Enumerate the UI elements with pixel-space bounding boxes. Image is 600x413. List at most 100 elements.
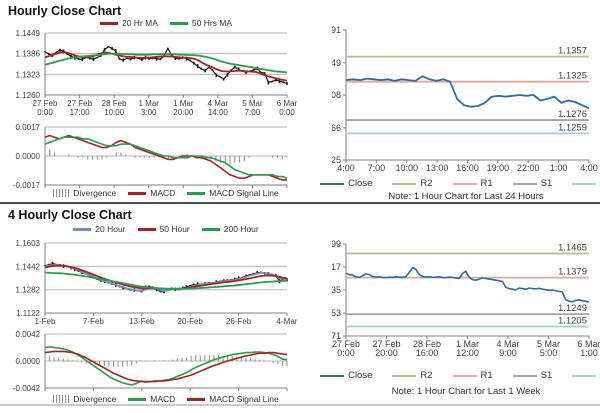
svg-text:27 Feb: 27 Feb xyxy=(33,99,58,108)
svg-text:19:00: 19:00 xyxy=(487,163,510,173)
svg-text:27 Feb: 27 Feb xyxy=(332,339,360,349)
line-swatch-icon xyxy=(512,182,537,185)
line-swatch-icon xyxy=(128,191,147,195)
svg-text:1.1349: 1.1349 xyxy=(332,58,341,68)
four-hourly-macd-legend: Divergence MACD MACD Signal Line xyxy=(45,394,287,404)
svg-text:1.1603: 1.1603 xyxy=(16,239,41,248)
svg-text:3:00: 3:00 xyxy=(141,108,157,117)
legend-label: MACD Signal Line xyxy=(209,394,279,404)
legend-label: MACD xyxy=(150,394,176,404)
line-swatch-icon xyxy=(73,227,92,231)
svg-text:1.1259: 1.1259 xyxy=(558,122,587,133)
legend-label: 20 Hr MA xyxy=(121,18,158,28)
svg-text:1 Mar: 1 Mar xyxy=(173,99,194,108)
week-chart-note: Note: 1 Hour Chart for Last 1 Week xyxy=(391,386,541,397)
legend-item: Divergence xyxy=(53,188,116,198)
svg-text:9:00: 9:00 xyxy=(499,348,517,358)
day-chart-note: Note: 1 Hour Chart for Last 24 Hours xyxy=(388,191,544,202)
svg-text:-0.0042: -0.0042 xyxy=(13,384,41,392)
line-swatch-icon xyxy=(320,374,345,377)
svg-text:1.1260: 1.1260 xyxy=(16,91,41,100)
svg-text:4:00: 4:00 xyxy=(337,163,355,173)
svg-text:28 Feb: 28 Feb xyxy=(102,99,127,108)
line-swatch-icon xyxy=(201,227,220,231)
legend-item: S2 xyxy=(572,178,600,189)
week-close-chart: 1.14991.14171.13351.12531.117127 Feb0:00… xyxy=(332,239,600,358)
legend-item: Close xyxy=(320,370,372,381)
svg-text:7:00: 7:00 xyxy=(368,163,386,173)
svg-text:4 Mar: 4 Mar xyxy=(208,99,229,108)
svg-text:1.1205: 1.1205 xyxy=(558,315,587,326)
svg-text:1.1122: 1.1122 xyxy=(16,309,40,318)
legend-label: 20 Hour xyxy=(95,224,126,234)
legend-item: MACD xyxy=(128,394,175,404)
legend-label: MACD Signal Line xyxy=(209,188,279,198)
svg-text:7:00: 7:00 xyxy=(245,108,261,117)
svg-text:1.1465: 1.1465 xyxy=(558,243,587,254)
svg-text:1.1253: 1.1253 xyxy=(332,308,341,318)
svg-text:1.1282: 1.1282 xyxy=(16,286,41,295)
legend-item: S2 xyxy=(572,370,600,381)
svg-text:14:00: 14:00 xyxy=(208,108,229,117)
svg-text:5 Mar: 5 Mar xyxy=(537,339,560,349)
svg-text:12:00: 12:00 xyxy=(456,348,479,358)
line-swatch-icon xyxy=(128,397,147,401)
legend-item: Close xyxy=(320,178,372,189)
svg-text:0:00: 0:00 xyxy=(37,108,53,117)
svg-text:5 Mar: 5 Mar xyxy=(242,99,263,108)
svg-text:20:00: 20:00 xyxy=(173,108,194,117)
legend-label: R1 xyxy=(480,178,493,189)
svg-text:1-Feb: 1-Feb xyxy=(35,317,56,326)
svg-text:1.1276: 1.1276 xyxy=(558,109,587,120)
svg-text:1.1325: 1.1325 xyxy=(558,71,587,82)
svg-text:10:00: 10:00 xyxy=(395,163,418,173)
legend-label: 200 Hour xyxy=(223,224,259,234)
line-swatch-icon xyxy=(187,397,206,401)
line-swatch-icon xyxy=(99,21,118,25)
line-swatch-icon xyxy=(572,374,597,377)
legend-item: MACD Signal Line xyxy=(187,188,279,198)
svg-text:6 Mar: 6 Mar xyxy=(277,99,298,108)
panel-separator xyxy=(0,202,600,204)
svg-text:0:00: 0:00 xyxy=(279,108,295,117)
legend-label: MACD xyxy=(150,188,176,198)
line-swatch-icon xyxy=(137,227,156,231)
svg-text:0:00: 0:00 xyxy=(337,348,355,358)
legend-item: MACD Signal Line xyxy=(187,394,279,404)
svg-text:1.1417: 1.1417 xyxy=(332,262,341,272)
svg-text:1.1335: 1.1335 xyxy=(332,285,341,295)
svg-text:6 Mar: 6 Mar xyxy=(577,339,600,349)
bars-swatch-icon xyxy=(53,189,70,197)
svg-text:22:00: 22:00 xyxy=(517,163,540,173)
legend-item: S1 xyxy=(512,370,552,381)
svg-text:1 Mar: 1 Mar xyxy=(456,339,479,349)
svg-text:1.1449: 1.1449 xyxy=(16,29,41,38)
legend-item: Divergence xyxy=(53,394,116,404)
legend-label: Divergence xyxy=(73,394,117,404)
legend-label: R1 xyxy=(480,370,493,381)
svg-text:20:00: 20:00 xyxy=(375,348,398,358)
legend-label: R2 xyxy=(420,178,433,189)
hourly-macd-legend: Divergence MACD MACD Signal Line xyxy=(45,188,287,198)
svg-text:1:00: 1:00 xyxy=(580,348,598,358)
line-swatch-icon xyxy=(452,374,477,377)
legend-item: R1 xyxy=(452,370,493,381)
day-close-chart: 1.13911.13491.13081.12661.12254:007:0010… xyxy=(332,25,598,173)
svg-text:27 Feb: 27 Feb xyxy=(67,99,92,108)
legend-item: 50 Hrs MA xyxy=(169,18,232,28)
legend-item: R1 xyxy=(452,178,493,189)
svg-text:1.1442: 1.1442 xyxy=(16,262,41,271)
svg-text:7-Feb: 7-Feb xyxy=(83,317,104,326)
svg-text:27 Feb: 27 Feb xyxy=(372,339,400,349)
line-swatch-icon xyxy=(169,21,188,25)
svg-text:26-Feb: 26-Feb xyxy=(226,317,252,326)
svg-text:28 Feb: 28 Feb xyxy=(413,339,441,349)
svg-text:1.1499: 1.1499 xyxy=(332,239,341,249)
svg-text:10:00: 10:00 xyxy=(104,108,125,117)
line-swatch-icon xyxy=(512,374,537,377)
svg-text:1.1379: 1.1379 xyxy=(558,267,587,278)
legend-label: 50 Hour xyxy=(159,224,190,234)
legend-item: R2 xyxy=(392,370,433,381)
